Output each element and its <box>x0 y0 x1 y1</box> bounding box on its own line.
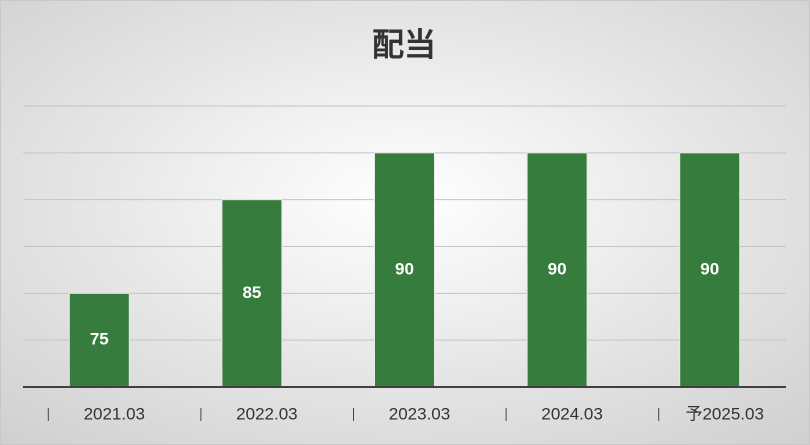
value-label: 85 <box>242 283 261 302</box>
value-label: 90 <box>700 259 719 278</box>
x-tick-label: 2022.03 <box>236 404 297 423</box>
bar <box>679 152 741 388</box>
bar <box>374 152 435 388</box>
x-tick-label: 2024.03 <box>541 404 602 423</box>
bar <box>68 292 130 388</box>
x-tick-label: 2021.03 <box>84 404 145 423</box>
value-label: 75 <box>90 330 109 349</box>
value-label: 90 <box>395 259 414 278</box>
x-tick-label: 予2025.03 <box>685 404 763 423</box>
chart-title: 配当 <box>372 26 436 62</box>
bar <box>221 199 283 388</box>
value-label: 90 <box>548 259 567 278</box>
x-tick-label: 2023.03 <box>389 404 450 423</box>
